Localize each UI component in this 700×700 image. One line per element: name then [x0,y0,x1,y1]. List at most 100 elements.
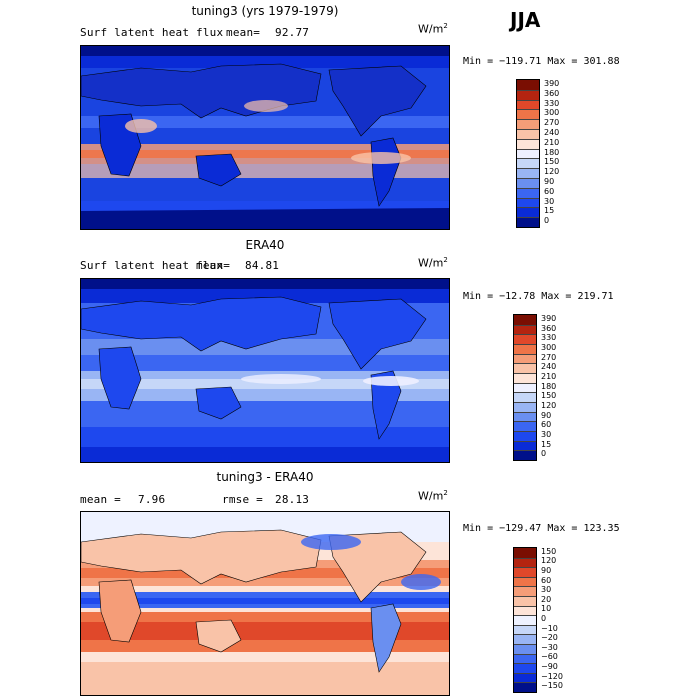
panel2-colorbar-label: 270 [541,352,557,362]
panel1-colorbar-segment [517,168,539,178]
panel1-colorbar-segment [517,129,539,139]
panel1-colorbar-segment [517,187,539,198]
panel2-colorbar-segment [514,373,536,383]
panel3-min: −129.47 [499,523,542,534]
panel3-rmse-label: rmse = [222,493,263,506]
panel2-colorbar-segment [514,450,536,460]
panel3-map [80,511,450,696]
panel3-colorbar-label: 0 [541,614,547,623]
panel1-min: −119.71 [499,56,542,67]
panel1-colorbar-label: 240 [544,127,560,137]
panel3-colorbar-segment [514,576,536,587]
panel2-colorbar-segment [514,402,536,412]
panel1-colorbar-segment [517,207,539,218]
panel2-colorbar-label: 60 [541,420,552,430]
panel2-colorbar-label: 30 [541,429,552,439]
panel3-colorbar-label: −90 [541,662,558,671]
panel1-colorbar-segment [517,89,539,100]
panel1-colorbar-label: 270 [544,118,560,128]
panel1-colorbar-label: 15 [544,206,555,216]
panel2-colorbar-label: 0 [541,449,547,459]
panel3-colorbar-label: 150 [541,546,557,556]
panel1-colorbar-label: 90 [544,176,555,186]
panel3-colorbar-segment [514,634,536,644]
panel2-map [80,278,450,463]
panel3-colorbar-segment [514,682,536,692]
panel2-title: ERA40 [245,238,285,252]
panel3-colorbar-label: −10 [541,623,558,633]
panel1-max: 301.88 [583,56,620,67]
panel1-colorbar-label: 150 [544,157,560,167]
panel3-colorbar-label: −30 [541,642,558,652]
panel3-colorbar-segment [514,653,536,664]
panel3-colorbar-segment [514,663,536,673]
panel3-colorbar-label: −60 [541,652,558,662]
panel3-colorbar-label: −20 [541,633,558,643]
panel1-colorbar-label: 330 [544,98,560,108]
panel2-min: −12.78 [499,291,536,302]
panel2-colorbar-segment [514,431,536,441]
panel3-mean-value: 7.96 [138,493,166,506]
panel2-colorbar-label: 390 [541,313,557,323]
panel2-colorbar-label: 180 [541,381,557,391]
panel3-colorbar-label: −150 [541,681,563,691]
panel2-colorbar-label: 15 [541,439,552,449]
panel3-title: tuning3 - ERA40 [216,470,314,484]
season-label: JJA [510,8,541,32]
panel2-colorbar-segment [514,382,536,393]
panel2-colorbar-segment [514,421,536,431]
panel3-colorbar-segment [514,624,536,635]
panel3-colorbar-segment [514,615,536,625]
panel2-colorbar-label: 330 [541,333,557,343]
panel1-colorbar-segment [517,217,539,227]
panel2-colorbar-label: 90 [541,410,552,420]
panel2-colorbar-segment [514,353,536,364]
panel2-colorbar-label: 300 [541,342,557,352]
panel1-title: tuning3 (yrs 1979-1979) [191,4,339,18]
panel1-colorbar-label: 360 [544,88,560,98]
panel3-colorbar-segment [514,548,536,558]
panel3-colorbar-segment [514,557,536,568]
panel3-colorbar-label: 120 [541,556,557,566]
panel2-colorbar-segment [514,324,536,335]
panel1-map [80,45,450,230]
panel3-colorbar-label: 90 [541,566,552,575]
panel3-colorbar-segment [514,596,536,606]
panel1-colorbar-segment [517,80,539,90]
panel1-colorbar-label: 0 [544,216,550,226]
panel3-mean-label: mean = [80,493,121,506]
panel3-units: W/m2 [418,489,448,503]
panel1-colorbar-label: 300 [544,108,560,118]
panel2-minmax: Min = −12.78 Max = 219.71 [463,291,614,302]
panel3-colorbar-segment [514,567,536,577]
panel1-colorbar-segment [517,158,539,169]
panel3-colorbar-label: 20 [541,594,552,604]
panel2-colorbar [513,314,537,461]
panel3-colorbar-segment [514,672,536,683]
panel2-colorbar-segment [514,344,536,354]
panel2-colorbar-segment [514,334,536,344]
panel1-colorbar-segment [517,197,539,208]
panel1-colorbar [516,79,540,228]
panel3-minmax: Min = −129.47 Max = 123.35 [463,523,620,534]
panel2-units: W/m2 [418,256,448,270]
panel1-colorbar-label: 120 [544,167,560,177]
panel3-colorbar-segment [514,644,536,654]
panel3-colorbar [513,547,537,693]
panel2-colorbar-segment [514,440,536,451]
panel2-colorbar-segment [514,363,536,373]
panel2-mean-label: mean= [196,259,231,272]
panel3-rmse-value: 28.13 [275,493,310,506]
panel1-minmax: Min = −119.71 Max = 301.88 [463,56,620,67]
panel1-colorbar-segment [517,109,539,120]
panel1-units: W/m2 [418,22,448,36]
panel2-colorbar-label: 360 [541,323,557,333]
panel3-colorbar-segment [514,586,536,596]
panel1-colorbar-label: 30 [544,196,555,206]
panel1-colorbar-label: 390 [544,78,560,88]
panel2-max: 219.71 [577,291,614,302]
panel2-colorbar-label: 240 [541,362,557,372]
panel3-max: 123.35 [583,523,620,534]
panel3-colorbar-segment [514,605,536,616]
panel1-colorbar-segment [517,138,539,149]
